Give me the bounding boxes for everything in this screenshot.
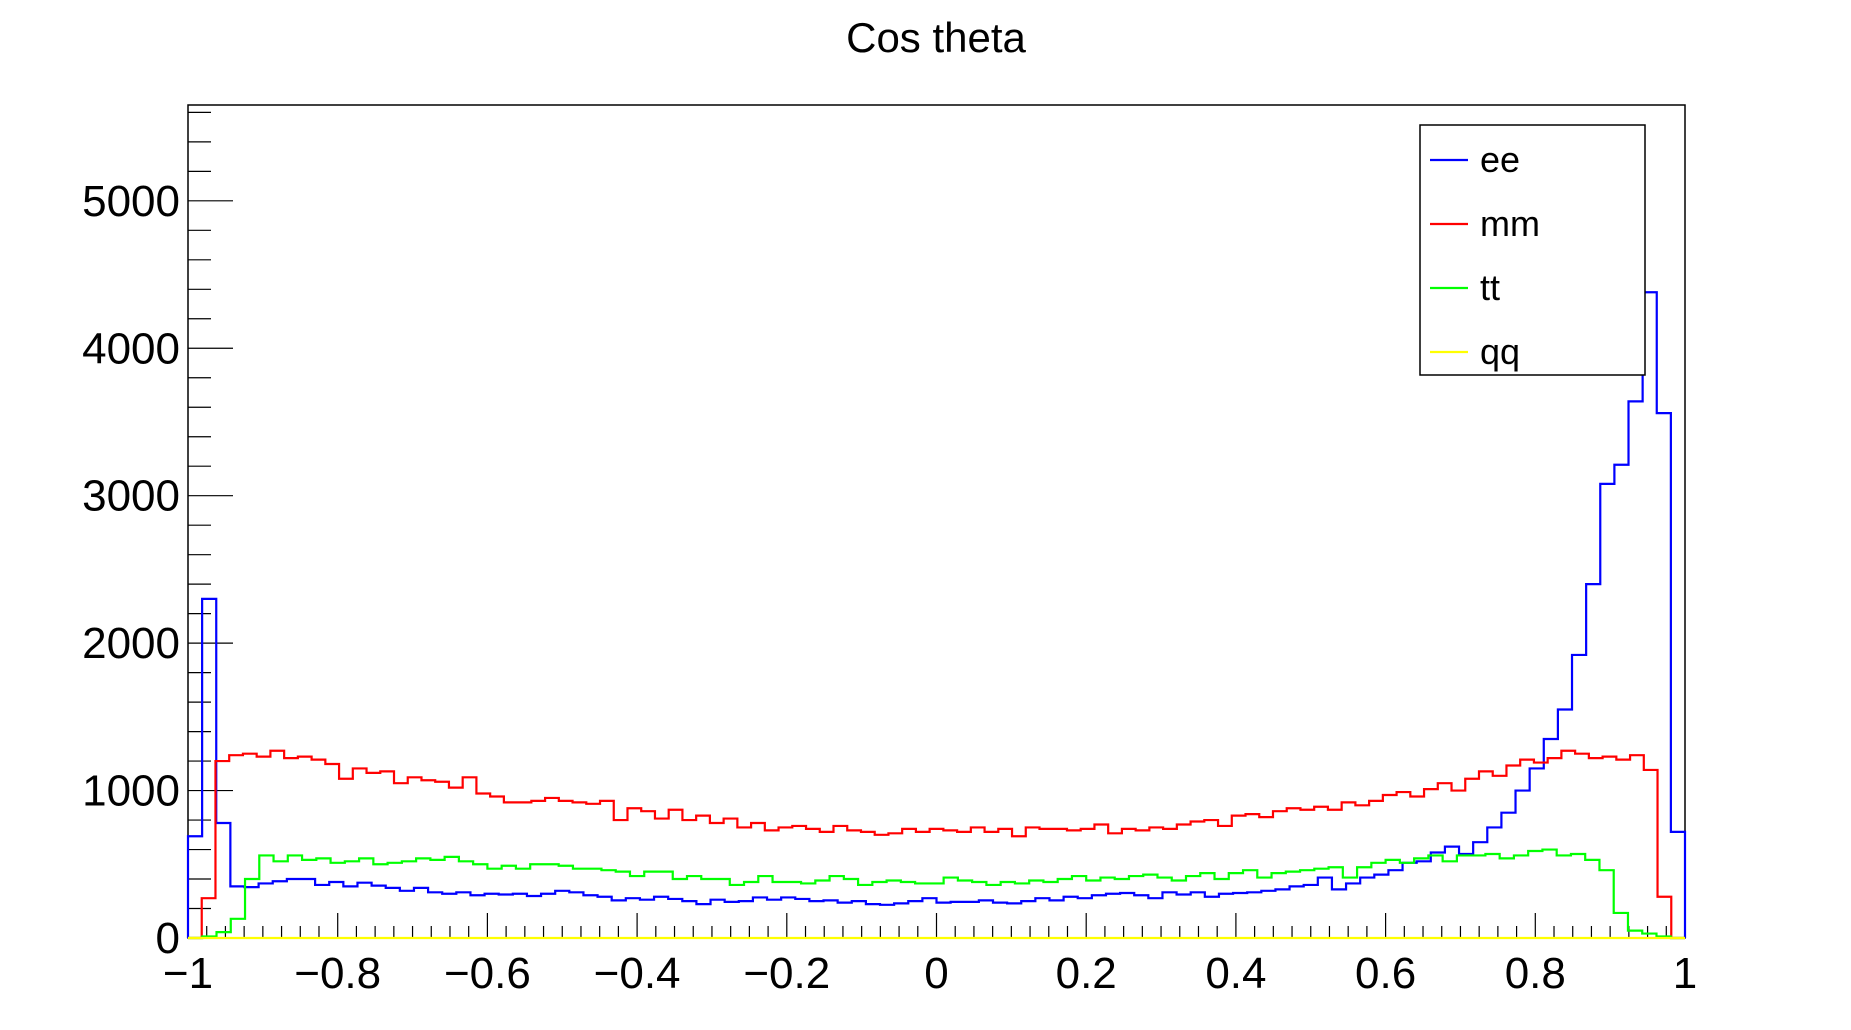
x-tick-label: −0.4 — [594, 949, 681, 998]
x-tick-label: −0.8 — [294, 949, 381, 998]
x-tick-label: 0.8 — [1505, 949, 1566, 998]
chart-title: Cos theta — [846, 14, 1026, 61]
y-tick-label: 4000 — [82, 324, 180, 373]
y-tick-label: 1000 — [82, 767, 180, 816]
series-ee-histogram — [186, 291, 1687, 938]
x-axis: −1 −0.8 −0.6 −0.4 −0.2 0 0.2 0.4 0.6 0.8 1 — [163, 913, 1697, 998]
y-tick-label: 2000 — [82, 619, 180, 668]
y-tick-label: 0 — [156, 914, 180, 963]
y-tick-label: 3000 — [82, 472, 180, 521]
legend-box — [1419, 124, 1646, 376]
legend: ee mm tt qq — [1419, 124, 1646, 376]
legend-label-tt: tt — [1480, 267, 1500, 308]
x-tick-label: 0 — [924, 949, 948, 998]
x-tick-label: −1 — [163, 949, 213, 998]
legend-label-qq: qq — [1480, 331, 1520, 372]
legend-label-ee: ee — [1480, 139, 1520, 180]
x-tick-label: −0.2 — [743, 949, 830, 998]
x-tick-label: −0.6 — [444, 949, 531, 998]
series-tt-histogram — [188, 848, 1685, 940]
legend-items: ee mm tt qq — [1430, 139, 1540, 372]
y-axis: 0 1000 2000 3000 4000 5000 — [82, 111, 233, 963]
series-mm-histogram — [188, 749, 1685, 940]
x-tick-label: 1 — [1673, 949, 1697, 998]
x-tick-label: 0.6 — [1355, 949, 1416, 998]
x-tick-label: 0.2 — [1056, 949, 1117, 998]
y-tick-label: 5000 — [82, 177, 180, 226]
series-layer — [186, 291, 1687, 940]
x-tick-label: 0.4 — [1205, 949, 1266, 998]
legend-label-mm: mm — [1480, 203, 1540, 244]
